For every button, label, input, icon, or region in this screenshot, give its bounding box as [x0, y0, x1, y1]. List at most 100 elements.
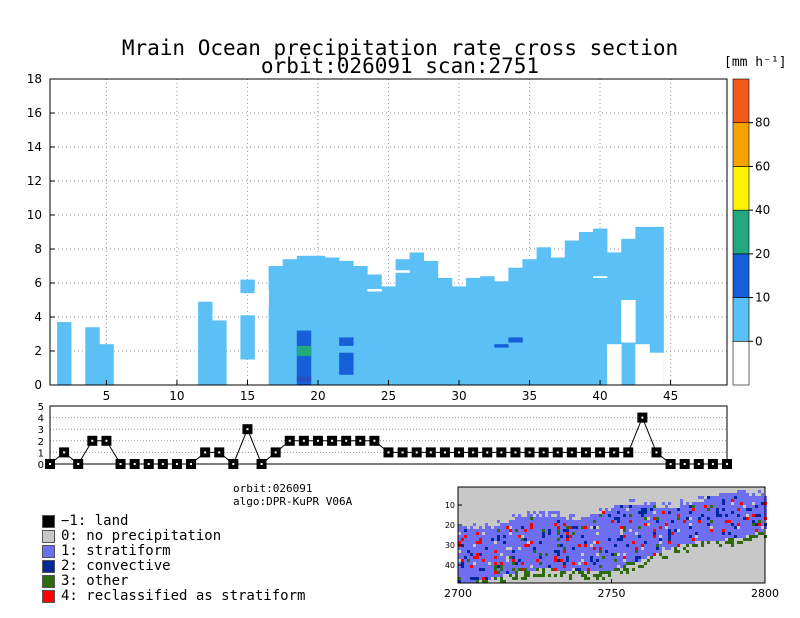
map-pixel: [632, 514, 635, 517]
map-pixel: [629, 523, 632, 526]
map-pixel: [542, 553, 545, 556]
map-pixel: [674, 538, 677, 541]
map-pixel: [512, 571, 515, 574]
map-pixel: [632, 541, 635, 544]
map-pixel: [572, 565, 575, 568]
map-pixel: [512, 547, 515, 550]
map-pixel: [524, 571, 527, 574]
map-pixel: [761, 505, 764, 508]
map-pixel: [725, 514, 728, 517]
colorbar-tick-label: 20: [755, 247, 770, 261]
rain-column: [240, 315, 255, 360]
map-pixel: [674, 517, 677, 520]
map-pixel: [599, 514, 602, 517]
map-pixel: [530, 517, 533, 520]
map-pixel: [683, 535, 686, 538]
colorbar-tick-label: 10: [755, 291, 770, 305]
map-pixel: [461, 574, 464, 577]
map-pixel: [536, 568, 539, 571]
map-pixel: [590, 553, 593, 556]
map-pixel: [560, 544, 563, 547]
map-pixel: [740, 535, 743, 538]
map-pixel: [542, 529, 545, 532]
map-pixel: [737, 517, 740, 520]
legend-label: 0: no precipitation: [61, 528, 222, 544]
map-pixel: [731, 526, 734, 529]
map-pixel: [656, 511, 659, 514]
map-pixel: [473, 565, 476, 568]
map-pixel: [695, 508, 698, 511]
map-pixel: [647, 511, 650, 514]
map-pixel: [623, 514, 626, 517]
map-pixel: [761, 508, 764, 511]
strip-marker-dot: [655, 451, 658, 454]
map-pixel: [746, 493, 749, 496]
map-pixel: [596, 514, 599, 517]
map-pixel: [530, 568, 533, 571]
map-pixel: [644, 547, 647, 550]
map-pixel: [593, 544, 596, 547]
map-pixel: [662, 538, 665, 541]
map-pixel: [524, 550, 527, 553]
info-orbit: orbit:026091: [233, 482, 313, 495]
map-pixel: [740, 529, 743, 532]
map-pixel: [509, 529, 512, 532]
map-pixel: [614, 547, 617, 550]
map-pixel: [731, 517, 734, 520]
map-pixel: [713, 529, 716, 532]
map-pixel: [749, 517, 752, 520]
map-pixel: [743, 493, 746, 496]
map-pixel: [512, 565, 515, 568]
map-pixel: [644, 511, 647, 514]
map-pixel: [572, 529, 575, 532]
map-pixel: [509, 562, 512, 565]
map-pixel: [704, 526, 707, 529]
map-pixel: [698, 535, 701, 538]
map-pixel: [662, 526, 665, 529]
map-pixel: [638, 544, 641, 547]
map-pixel: [533, 529, 536, 532]
map-pixel: [470, 553, 473, 556]
map-pixel: [590, 532, 593, 535]
map-pixel: [662, 508, 665, 511]
map-pixel: [533, 526, 536, 529]
map-pixel: [473, 547, 476, 550]
map-pixel: [521, 577, 524, 580]
map-pixel: [518, 553, 521, 556]
no-rain-gap: [254, 289, 269, 309]
map-pixel: [575, 544, 578, 547]
map-pixel: [758, 517, 761, 520]
map-pixel: [620, 553, 623, 556]
map-pixel: [707, 511, 710, 514]
map-pixel: [686, 520, 689, 523]
map-pixel: [647, 517, 650, 520]
x-tick-label: 15: [240, 389, 255, 403]
legend-label: 1: stratiform: [61, 543, 171, 559]
map-pixel: [716, 514, 719, 517]
map-pixel: [461, 562, 464, 565]
map-pixel: [464, 565, 467, 568]
map-pixel: [743, 532, 746, 535]
map-pixel: [740, 496, 743, 499]
map-pixel: [458, 538, 461, 541]
map-pixel: [638, 550, 641, 553]
map-pixel: [650, 526, 653, 529]
map-pixel: [500, 556, 503, 559]
map-pixel: [647, 529, 650, 532]
map-pixel: [605, 523, 608, 526]
map-pixel: [485, 571, 488, 574]
legend-item: −1: land: [42, 514, 305, 529]
map-pixel: [560, 517, 563, 520]
map-pixel: [644, 529, 647, 532]
map-pixel: [668, 520, 671, 523]
map-pixel: [473, 574, 476, 577]
map-pixel: [578, 529, 581, 532]
map-pixel: [506, 565, 509, 568]
map-pixel: [641, 511, 644, 514]
map-pixel: [620, 520, 623, 523]
map-pixel: [665, 535, 668, 538]
map-pixel: [680, 535, 683, 538]
map-pixel: [635, 538, 638, 541]
map-pixel: [710, 529, 713, 532]
map-pixel: [749, 526, 752, 529]
